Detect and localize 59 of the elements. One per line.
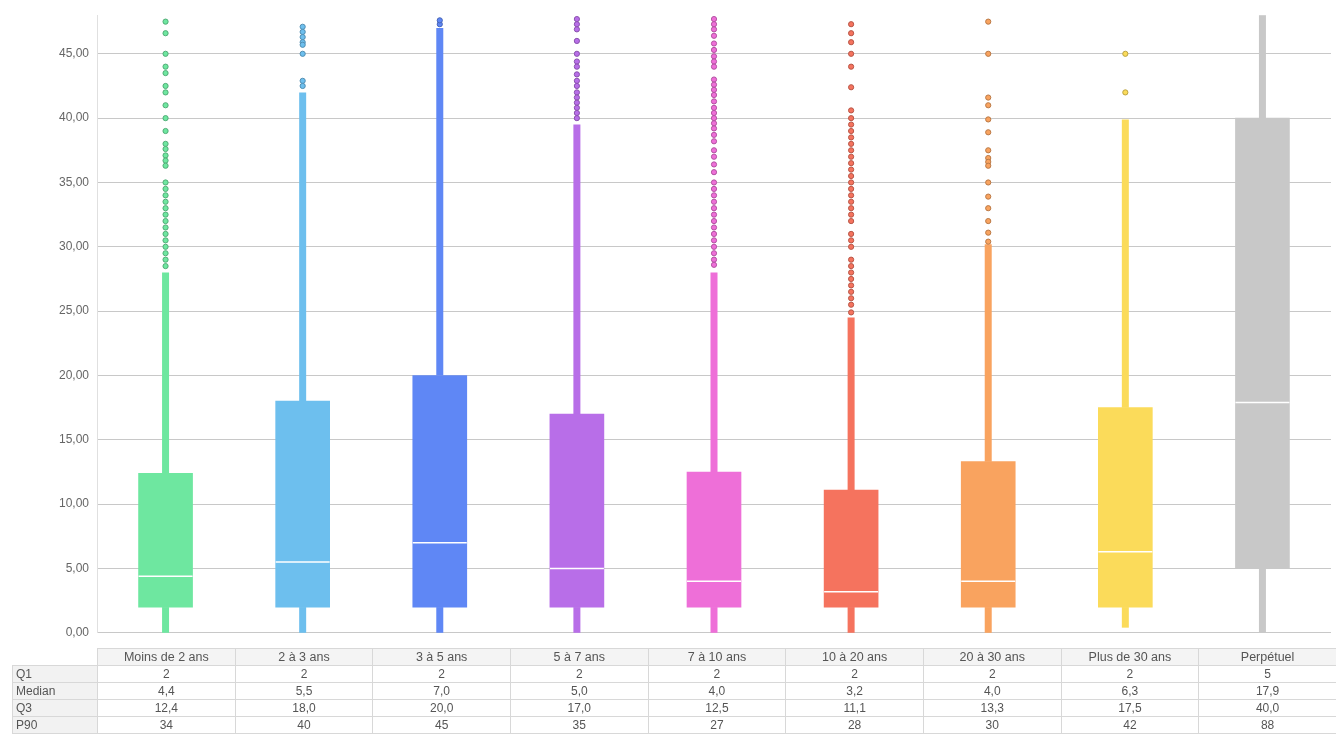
y-tick-label: 5,00 bbox=[65, 560, 90, 575]
text: 17,5 bbox=[1061, 699, 1199, 717]
text: 12,4 bbox=[97, 699, 236, 717]
x-tick-label: 7 à 10 ans bbox=[648, 648, 786, 666]
text: 6,3 bbox=[1061, 682, 1199, 700]
text: 3,2 bbox=[785, 682, 924, 700]
text: 18,0 bbox=[235, 699, 373, 717]
x-tick-label: 20 à 30 ans bbox=[923, 648, 1062, 666]
text: 42 bbox=[1061, 716, 1199, 734]
text: 12,5 bbox=[648, 699, 786, 717]
text: 30 bbox=[923, 716, 1062, 734]
text: Q1 bbox=[12, 665, 98, 683]
text: 27 bbox=[648, 716, 786, 734]
text: Q3 bbox=[12, 699, 98, 717]
text: 7,0 bbox=[372, 682, 511, 700]
text: 13,3 bbox=[923, 699, 1062, 717]
y-tick-label: 0,00 bbox=[65, 625, 90, 640]
text: 17,9 bbox=[1198, 682, 1336, 700]
text: 11,1 bbox=[785, 699, 924, 717]
text: 2 bbox=[235, 665, 373, 683]
text: 17,0 bbox=[510, 699, 649, 717]
text: 5,0 bbox=[510, 682, 649, 700]
text: 2 bbox=[97, 665, 236, 683]
text: 2 bbox=[510, 665, 649, 683]
text: 4,0 bbox=[923, 682, 1062, 700]
text: 35 bbox=[510, 716, 649, 734]
y-tick-label: 20,00 bbox=[58, 367, 90, 382]
y-tick-label: 45,00 bbox=[58, 46, 90, 61]
text: 2 bbox=[923, 665, 1062, 683]
text: 28 bbox=[785, 716, 924, 734]
x-tick-label: 3 à 5 ans bbox=[372, 648, 511, 666]
text: 20,0 bbox=[372, 699, 511, 717]
text: 2 bbox=[785, 665, 924, 683]
y-tick-label: 15,00 bbox=[58, 432, 90, 447]
text: P90 bbox=[12, 716, 98, 734]
text: Median bbox=[12, 682, 98, 700]
y-tick-label: 10,00 bbox=[58, 496, 90, 511]
x-tick-label: Moins de 2 ans bbox=[97, 648, 236, 666]
text: 4,4 bbox=[97, 682, 236, 700]
text: 5,5 bbox=[235, 682, 373, 700]
text: 5 bbox=[1198, 665, 1336, 683]
text: 40 bbox=[235, 716, 373, 734]
x-tick-label: 5 à 7 ans bbox=[510, 648, 649, 666]
text: 40,0 bbox=[1198, 699, 1336, 717]
text: 45 bbox=[372, 716, 511, 734]
x-tick-label: Plus de 30 ans bbox=[1061, 648, 1199, 666]
text: 2 bbox=[1061, 665, 1199, 683]
y-tick-label: 30,00 bbox=[58, 239, 90, 254]
x-tick-label: 2 à 3 ans bbox=[235, 648, 373, 666]
x-tick-label: Perpétuel bbox=[1198, 648, 1336, 666]
text: 88 bbox=[1198, 716, 1336, 734]
text: 2 bbox=[648, 665, 786, 683]
text: 34 bbox=[97, 716, 236, 734]
y-tick-label: 35,00 bbox=[58, 174, 90, 189]
text: 2 bbox=[372, 665, 511, 683]
x-tick-label: 10 à 20 ans bbox=[785, 648, 924, 666]
y-tick-label: 40,00 bbox=[58, 110, 90, 125]
text: 4,0 bbox=[648, 682, 786, 700]
y-tick-label: 25,00 bbox=[58, 303, 90, 318]
